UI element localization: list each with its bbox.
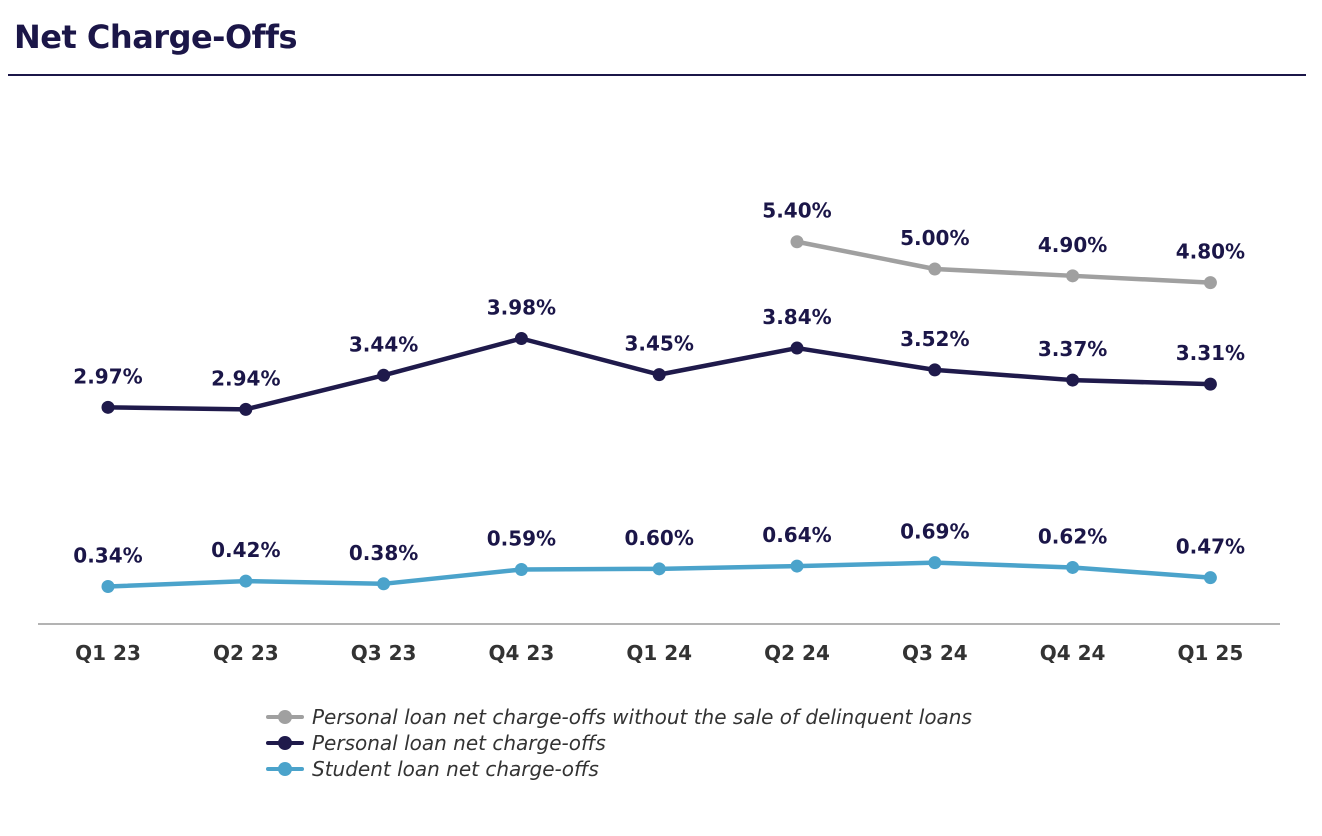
- data-label: 0.38%: [349, 541, 418, 565]
- data-point[interactable]: [928, 262, 942, 276]
- data-point[interactable]: [790, 235, 804, 249]
- x-tick-label: Q1 23: [75, 641, 141, 665]
- data-label: 3.98%: [487, 296, 556, 320]
- data-point[interactable]: [101, 580, 115, 594]
- legend-marker-icon: [266, 730, 304, 756]
- data-label: 3.45%: [625, 332, 694, 356]
- data-label: 0.47%: [1176, 535, 1245, 559]
- x-tick-label: Q2 24: [764, 641, 830, 665]
- data-point[interactable]: [790, 559, 804, 573]
- x-tick-label: Q4 23: [489, 641, 555, 665]
- data-point[interactable]: [1203, 377, 1217, 391]
- data-point[interactable]: [790, 341, 804, 355]
- data-label: 2.94%: [211, 366, 280, 390]
- legend: Personal loan net charge-offs without th…: [266, 704, 972, 782]
- data-point[interactable]: [1066, 373, 1080, 387]
- data-label: 3.52%: [900, 327, 969, 351]
- data-point[interactable]: [377, 368, 391, 382]
- data-point[interactable]: [1066, 269, 1080, 283]
- legend-marker-icon: [266, 704, 304, 730]
- series-line: [796, 239, 1211, 285]
- data-label: 3.37%: [1038, 337, 1107, 361]
- data-label: 4.80%: [1176, 240, 1245, 264]
- x-tick-label: Q3 24: [902, 641, 968, 665]
- data-label: 0.69%: [900, 520, 969, 544]
- x-axis-ticks: Q1 23 Q2 23 Q3 23 Q4 23 Q1 24 Q2 24 Q3 24 Q4 24…: [75, 641, 1243, 665]
- data-point[interactable]: [239, 402, 253, 416]
- data-label: 0.34%: [73, 544, 142, 568]
- data-point[interactable]: [652, 368, 666, 382]
- data-point[interactable]: [514, 332, 528, 346]
- data-label: 0.62%: [1038, 524, 1107, 548]
- series-0: 5.40% 5.00% 4.90% 4.80%: [762, 199, 1245, 290]
- legend-label: Student loan net charge-offs: [312, 757, 599, 781]
- x-tick-label: Q2 23: [213, 641, 279, 665]
- x-tick-label: Q3 23: [351, 641, 417, 665]
- data-point[interactable]: [1066, 560, 1080, 574]
- x-tick-label: Q4 24: [1040, 641, 1106, 665]
- data-point[interactable]: [652, 562, 666, 576]
- x-tick-label: Q1 24: [626, 641, 692, 665]
- data-label: 5.00%: [900, 226, 969, 250]
- data-point[interactable]: [1203, 571, 1217, 585]
- data-label: 5.40%: [762, 199, 831, 223]
- title-divider: [8, 74, 1306, 76]
- x-tick-label: Q1 25: [1178, 641, 1244, 665]
- line-chart: 5.40% 5.00% 4.90% 4.80% 2.97% 2.94% 3.44% 3.98%…: [38, 199, 1280, 665]
- legend-marker-icon: [266, 756, 304, 782]
- legend-item-student[interactable]: Student loan net charge-offs: [266, 756, 972, 782]
- legend-item-personal-without-sale[interactable]: Personal loan net charge-offs without th…: [266, 704, 972, 730]
- data-label: 3.31%: [1176, 341, 1245, 365]
- data-point[interactable]: [239, 574, 253, 588]
- data-label: 3.44%: [349, 332, 418, 356]
- data-label: 2.97%: [73, 364, 142, 388]
- data-label: 4.90%: [1038, 233, 1107, 257]
- data-point[interactable]: [1203, 276, 1217, 290]
- legend-label: Personal loan net charge-offs without th…: [312, 705, 972, 729]
- data-label: 0.59%: [487, 526, 556, 550]
- data-point[interactable]: [101, 400, 115, 414]
- data-point[interactable]: [514, 562, 528, 576]
- data-label: 3.84%: [762, 305, 831, 329]
- data-point[interactable]: [377, 577, 391, 591]
- chart-title: Net Charge-Offs: [14, 18, 298, 56]
- data-label: 0.42%: [211, 538, 280, 562]
- series-2: 0.34% 0.42% 0.38% 0.59% 0.60% 0.64% 0.69% 0.62%…: [73, 520, 1245, 594]
- data-label: 0.64%: [762, 523, 831, 547]
- series-1: 2.97% 2.94% 3.44% 3.98% 3.45% 3.84% 3.52% 3.37%…: [73, 296, 1245, 416]
- data-label: 0.60%: [625, 526, 694, 550]
- data-point[interactable]: [928, 363, 942, 377]
- data-point[interactable]: [928, 556, 942, 570]
- series-layer: 5.40% 5.00% 4.90% 4.80% 2.97% 2.94% 3.44% 3.98%…: [73, 199, 1245, 594]
- legend-label: Personal loan net charge-offs: [312, 731, 606, 755]
- legend-item-personal[interactable]: Personal loan net charge-offs: [266, 730, 972, 756]
